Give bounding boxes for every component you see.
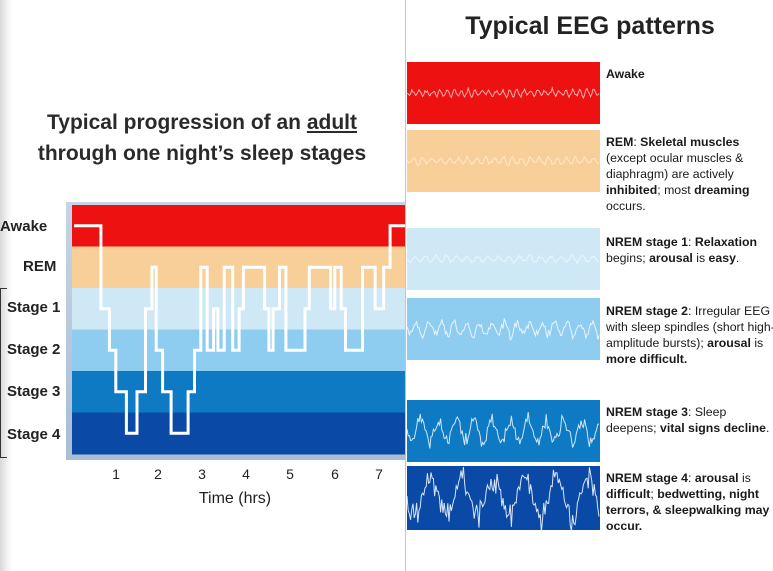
eeg-trace-stage-2 — [407, 298, 600, 360]
desc-bold: arousal — [694, 471, 739, 485]
left-edge-shade — [0, 0, 12, 571]
stage-band-1 — [72, 205, 405, 247]
desc-stage-4-label: NREM stage 4 — [606, 471, 689, 485]
panel-divider — [405, 0, 406, 571]
desc-bold: easy — [708, 251, 736, 265]
desc-rem-label: REM — [606, 135, 634, 149]
eeg-background — [407, 130, 600, 192]
desc-stage-1-label: NREM stage 1 — [606, 235, 689, 249]
eeg-waveform — [407, 155, 600, 167]
hypnogram-line — [73, 224, 405, 435]
eeg-trace-stage-4 — [407, 466, 600, 530]
eeg-trace-rem — [407, 130, 600, 192]
eeg-band-stage-4 — [407, 466, 600, 530]
stage-band-6 — [72, 412, 405, 455]
desc-text: ; — [650, 487, 658, 501]
desc-stage-1: NREM stage 1: Relaxation begins; arousal… — [606, 234, 773, 266]
desc-text: begins; — [606, 251, 650, 265]
desc-bold: difficult — [606, 487, 651, 501]
eeg-band-awake — [407, 62, 600, 124]
desc-bold: more difficult. — [606, 352, 688, 366]
desc-bold: bedwetting, night terrors, & sleepwalkin… — [606, 487, 770, 533]
desc-text: (except ocular muscles & diaphragm) are … — [606, 151, 744, 181]
left-title: Typical progression of an adult through … — [12, 107, 392, 169]
left-title-underlined: adult — [306, 111, 357, 134]
eeg-background — [407, 298, 600, 360]
desc-text: : Irregular EEG with sleep spindles (sho… — [606, 304, 773, 350]
eeg-waveform — [407, 412, 600, 449]
eeg-band-rem — [407, 130, 600, 192]
label-rem: REM — [23, 258, 57, 275]
desc-text: occurs. — [606, 199, 646, 213]
desc-awake: Awake — [606, 66, 773, 82]
left-title-line2: through one night’s sleep stages — [37, 142, 367, 165]
eeg-background — [407, 228, 600, 290]
desc-text: . — [735, 251, 740, 265]
eeg-trace-awake — [407, 62, 600, 124]
eeg-band-stage-2 — [407, 298, 600, 360]
desc-stage-2: NREM stage 2: Irregular EEG with sleep s… — [606, 303, 773, 367]
desc-text: : Sleep deepens; — [606, 405, 727, 435]
desc-text: is — [692, 251, 709, 265]
x-tick-6: 6 — [331, 466, 339, 482]
desc-text: ; most — [657, 183, 695, 197]
stage-band-2 — [72, 246, 405, 289]
left-title-part: Typical progression of an — [47, 111, 307, 134]
eeg-trace-stage-3 — [407, 400, 600, 462]
desc-bold: dreaming — [694, 183, 750, 197]
desc-bold: vital signs decline — [660, 421, 766, 435]
label-stage-3: Stage 3 — [7, 383, 61, 400]
eeg-background — [407, 466, 600, 530]
right-title: Typical EEG patterns — [465, 12, 715, 40]
eeg-waveform — [407, 86, 600, 100]
eeg-background — [407, 400, 600, 462]
eeg-waveform — [407, 253, 600, 266]
desc-stage-2-label: NREM stage 2 — [606, 304, 689, 318]
desc-bold: inhibited — [606, 183, 658, 197]
nrem-bracket — [0, 288, 7, 458]
label-awake: Awake — [0, 218, 48, 235]
desc-text: : — [688, 235, 695, 249]
eeg-band-stage-3 — [407, 400, 600, 462]
eeg-band-stage-1 — [407, 228, 600, 290]
desc-bold: Relaxation — [694, 235, 758, 249]
desc-bold: arousal — [649, 251, 693, 265]
label-stage-2: Stage 2 — [7, 341, 61, 358]
desc-stage-3-label: NREM stage 3 — [606, 405, 689, 419]
desc-text: : — [688, 471, 695, 485]
x-tick-1: 1 — [112, 466, 120, 482]
label-stage-1: Stage 1 — [7, 299, 61, 316]
label-stage-4: Stage 4 — [7, 426, 61, 443]
desc-text: . — [765, 421, 770, 435]
x-tick-2: 2 — [154, 466, 162, 482]
desc-text: is — [750, 336, 764, 350]
x-tick-3: 3 — [198, 466, 206, 482]
desc-stage-3: NREM stage 3: Sleep deepens; vital signs… — [606, 404, 773, 436]
desc-text: is — [738, 471, 751, 485]
eeg-waveform — [407, 318, 600, 341]
eeg-waveform — [407, 467, 600, 530]
desc-bold: Skeletal muscles — [640, 135, 740, 149]
x-tick-5: 5 — [286, 466, 294, 482]
eeg-trace-stage-1 — [407, 228, 600, 290]
desc-bold: arousal — [707, 336, 751, 350]
x-axis-title: Time (hrs) — [198, 490, 272, 507]
desc-rem: REM: Skeletal muscles (except ocular mus… — [606, 134, 773, 214]
x-tick-7: 7 — [375, 466, 383, 482]
desc-awake-label: Awake — [606, 67, 645, 81]
desc-text: : — [633, 135, 641, 149]
desc-stage-4: NREM stage 4: arousal is difficult; bedw… — [606, 470, 773, 534]
sleep-stage-chart — [66, 202, 405, 460]
x-tick-4: 4 — [242, 466, 250, 482]
